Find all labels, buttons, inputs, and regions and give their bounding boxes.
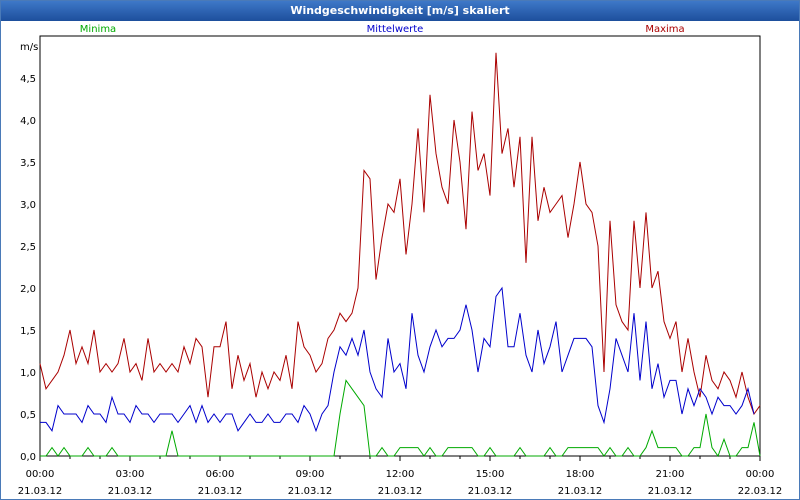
x-tick-time: 00:00 bbox=[746, 469, 775, 480]
x-tick-date: 22.03.12 bbox=[738, 486, 783, 497]
x-tick-date: 21.03.12 bbox=[468, 486, 513, 497]
series-lines bbox=[39, 52, 761, 458]
x-tick-date: 21.03.12 bbox=[288, 486, 333, 497]
x-tick-date: 21.03.12 bbox=[648, 486, 693, 497]
y-tick-label: 1,0 bbox=[20, 368, 36, 379]
x-tick-time: 21:00 bbox=[656, 469, 685, 480]
x-tick-time: 09:00 bbox=[296, 469, 325, 480]
y-tick-label: 4,0 bbox=[20, 116, 36, 127]
x-tick-labels: 00:00 21.03.12 03:00 21.03.12 06:00 21.03.12 0… bbox=[18, 469, 783, 497]
series-minima bbox=[40, 379, 761, 458]
x-tick-time: 03:00 bbox=[116, 469, 145, 480]
x-tick-time: 06:00 bbox=[206, 469, 235, 480]
x-tick-date: 21.03.12 bbox=[198, 486, 243, 497]
y-axis-label: m/s bbox=[20, 42, 38, 53]
plot-area bbox=[39, 35, 761, 457]
x-tick-date: 21.03.12 bbox=[18, 486, 63, 497]
legend: Minima Mittelwerte Maxima bbox=[80, 24, 685, 35]
x-tick-date: 21.03.12 bbox=[108, 486, 153, 497]
y-tick-label: 3,0 bbox=[20, 200, 36, 211]
x-tick-time: 00:00 bbox=[26, 469, 55, 480]
x-tick-time: 18:00 bbox=[566, 469, 595, 480]
x-tick-time: 15:00 bbox=[476, 469, 505, 480]
y-tick-label: 0,5 bbox=[20, 410, 36, 421]
legend-minima: Minima bbox=[80, 24, 116, 35]
x-tick-time: 12:00 bbox=[386, 469, 415, 480]
x-tick-date: 21.03.12 bbox=[378, 486, 423, 497]
legend-maxima: Maxima bbox=[645, 24, 684, 35]
series-mittelwerte bbox=[40, 286, 755, 433]
y-tick-label: 4,5 bbox=[20, 74, 36, 85]
y-tick-label: 2,0 bbox=[20, 284, 36, 295]
y-tick-label: 1,5 bbox=[20, 326, 36, 337]
y-tick-labels: 0,0 0,5 1,0 1,5 2,0 2,5 3,0 3,5 4,0 4,5 bbox=[20, 74, 36, 463]
axes bbox=[39, 35, 761, 461]
series-maxima bbox=[39, 52, 761, 416]
chart-title: Windgeschwindigkeit [m/s] skaliert bbox=[1, 1, 799, 21]
y-tick-label: 3,5 bbox=[20, 158, 36, 169]
x-tick-date: 21.03.12 bbox=[558, 486, 603, 497]
legend-mittelwerte: Mittelwerte bbox=[367, 24, 424, 35]
y-tick-label: 0,0 bbox=[20, 452, 36, 463]
y-tick-label: 2,5 bbox=[20, 242, 36, 253]
